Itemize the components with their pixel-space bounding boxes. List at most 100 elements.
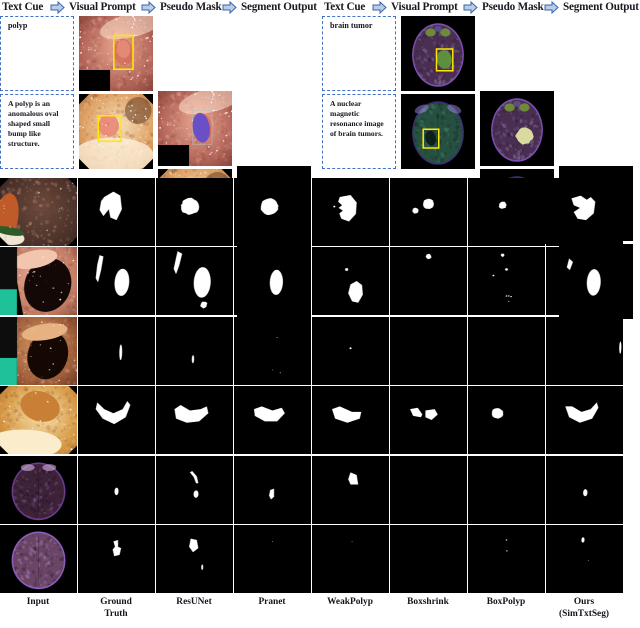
right-arrow-icon	[544, 1, 559, 14]
pipeline-group-brain: Text Cue Visual Prompt Pseudo Mask Segme…	[322, 0, 640, 319]
grid-cell-pranet	[234, 247, 311, 316]
pipeline-overview-panel: Text Cue Visual Prompt Pseudo Mask Segme…	[0, 0, 640, 319]
pseudo-mask-image	[480, 91, 554, 166]
grid-cell-input	[0, 247, 77, 316]
grid-cell-resunet	[156, 386, 233, 455]
grid-cell-boxshrink	[390, 178, 467, 246]
grid-cell-weakpolyp	[312, 524, 389, 593]
comparison-grid	[0, 178, 640, 593]
table-row	[0, 455, 640, 524]
grid-cell-weakpolyp	[312, 247, 389, 316]
grid-cell-ground-truth	[78, 316, 155, 385]
grid-cell-input	[0, 386, 77, 455]
flow-label-pseudo-mask: Pseudo Mask	[160, 1, 222, 13]
column-label-ours: Ours (SimTxtSeg)	[559, 597, 609, 620]
grid-cell-boxpolyp	[468, 178, 545, 246]
right-arrow-icon	[50, 1, 65, 14]
flow-label-segment-output: Segment Output	[563, 1, 639, 13]
grid-cell-pranet	[234, 316, 311, 385]
grid-cell-pranet	[234, 524, 311, 593]
grid-cell-boxshrink	[390, 247, 467, 316]
column-label-ground-truth: Ground Truth	[100, 597, 132, 620]
right-arrow-icon	[463, 1, 478, 14]
grid-cell-input	[0, 178, 77, 246]
flow-label-text-cue: Text Cue	[2, 1, 44, 13]
table-row	[0, 316, 640, 385]
flow-header-right: Text Cue Visual Prompt Pseudo Mask Segme…	[322, 0, 640, 16]
grid-cell-ground-truth	[78, 178, 155, 246]
grid-cell-input	[0, 455, 77, 524]
visual-prompt-image	[79, 16, 153, 91]
grid-cell-boxpolyp	[468, 455, 545, 524]
grid-cell-resunet	[156, 178, 233, 246]
pipeline-group-polyp: Text Cue Visual Prompt Pseudo Mask Segme…	[0, 0, 318, 319]
grid-cell-weakpolyp	[312, 386, 389, 455]
grid-cell-pranet	[234, 178, 311, 246]
grid-cell-boxshrink	[390, 316, 467, 385]
text-cue-label: A polyp is an anomalous oval shaped smal…	[8, 99, 59, 148]
grid-cell-ours	[546, 247, 623, 316]
column-label-weakpolyp: WeakPolyp	[327, 597, 373, 607]
pseudo-mask-image	[158, 91, 232, 166]
text-cue-box: A polyp is an anomalous oval shaped smal…	[0, 94, 74, 169]
text-cue-box: brain tumor	[322, 16, 396, 91]
flow-label-text-cue: Text Cue	[324, 1, 366, 13]
pipeline-row: polyp	[0, 16, 318, 241]
text-cue-box: A nuclear magnetic resonance image of br…	[322, 94, 396, 169]
column-label-input: Input	[26, 597, 50, 607]
grid-cell-weakpolyp	[312, 178, 389, 246]
text-cue-label: brain tumor	[330, 21, 373, 30]
visual-prompt-image	[79, 94, 153, 169]
text-cue-box: polyp	[0, 16, 74, 91]
grid-cell-ours	[546, 524, 623, 593]
grid-cell-pranet	[234, 386, 311, 455]
text-cue-label: polyp	[8, 21, 28, 30]
column-label-boxshrink: Boxshrink	[407, 597, 449, 607]
right-arrow-icon	[372, 1, 387, 14]
visual-prompt-image	[401, 16, 475, 91]
text-cue-label: A nuclear magnetic resonance image of br…	[330, 99, 384, 138]
grid-cell-ground-truth	[78, 386, 155, 455]
grid-cell-input	[0, 316, 77, 385]
grid-cell-ours	[546, 455, 623, 524]
pipeline-row: A polyp is an anomalous oval shaped smal…	[0, 94, 318, 319]
table-row	[0, 524, 640, 593]
flow-label-visual-prompt: Visual Prompt	[391, 1, 458, 13]
table-row	[0, 247, 640, 316]
flow-label-segment-output: Segment Output	[241, 1, 317, 13]
pipeline-row: brain tumor	[322, 16, 640, 241]
grid-cell-resunet	[156, 455, 233, 524]
grid-cell-ours	[546, 316, 623, 385]
grid-cell-ground-truth	[78, 524, 155, 593]
grid-cell-resunet	[156, 524, 233, 593]
grid-cell-weakpolyp	[312, 455, 389, 524]
flow-label-pseudo-mask: Pseudo Mask	[482, 1, 544, 13]
visual-prompt-image	[401, 94, 475, 169]
grid-cell-boxpolyp	[468, 247, 545, 316]
grid-cell-boxshrink	[390, 524, 467, 593]
grid-cell-boxpolyp	[468, 386, 545, 455]
right-arrow-icon	[222, 1, 237, 14]
table-row	[0, 386, 640, 455]
grid-cell-ours	[546, 386, 623, 455]
grid-cell-ours	[546, 178, 623, 246]
grid-cell-boxpolyp	[468, 524, 545, 593]
column-label-boxpolyp: BoxPolyp	[486, 597, 526, 607]
grid-cell-boxpolyp	[468, 316, 545, 385]
grid-cell-pranet	[234, 455, 311, 524]
pipeline-row: A nuclear magnetic resonance image of br…	[322, 94, 640, 319]
grid-cell-resunet	[156, 247, 233, 316]
flow-header-left: Text Cue Visual Prompt Pseudo Mask Segme…	[0, 0, 318, 16]
grid-cell-input	[0, 524, 77, 593]
grid-cell-resunet	[156, 316, 233, 385]
flow-label-visual-prompt: Visual Prompt	[69, 1, 136, 13]
column-label-resunet: ResUNet	[176, 597, 212, 607]
grid-cell-ground-truth	[78, 247, 155, 316]
grid-cell-boxshrink	[390, 386, 467, 455]
grid-cell-boxshrink	[390, 455, 467, 524]
column-label-pranet: Pranet	[258, 597, 286, 607]
grid-cell-weakpolyp	[312, 316, 389, 385]
column-labels: Input Ground Truth ResUNet Pranet WeakPo…	[0, 596, 640, 628]
grid-cell-ground-truth	[78, 455, 155, 524]
